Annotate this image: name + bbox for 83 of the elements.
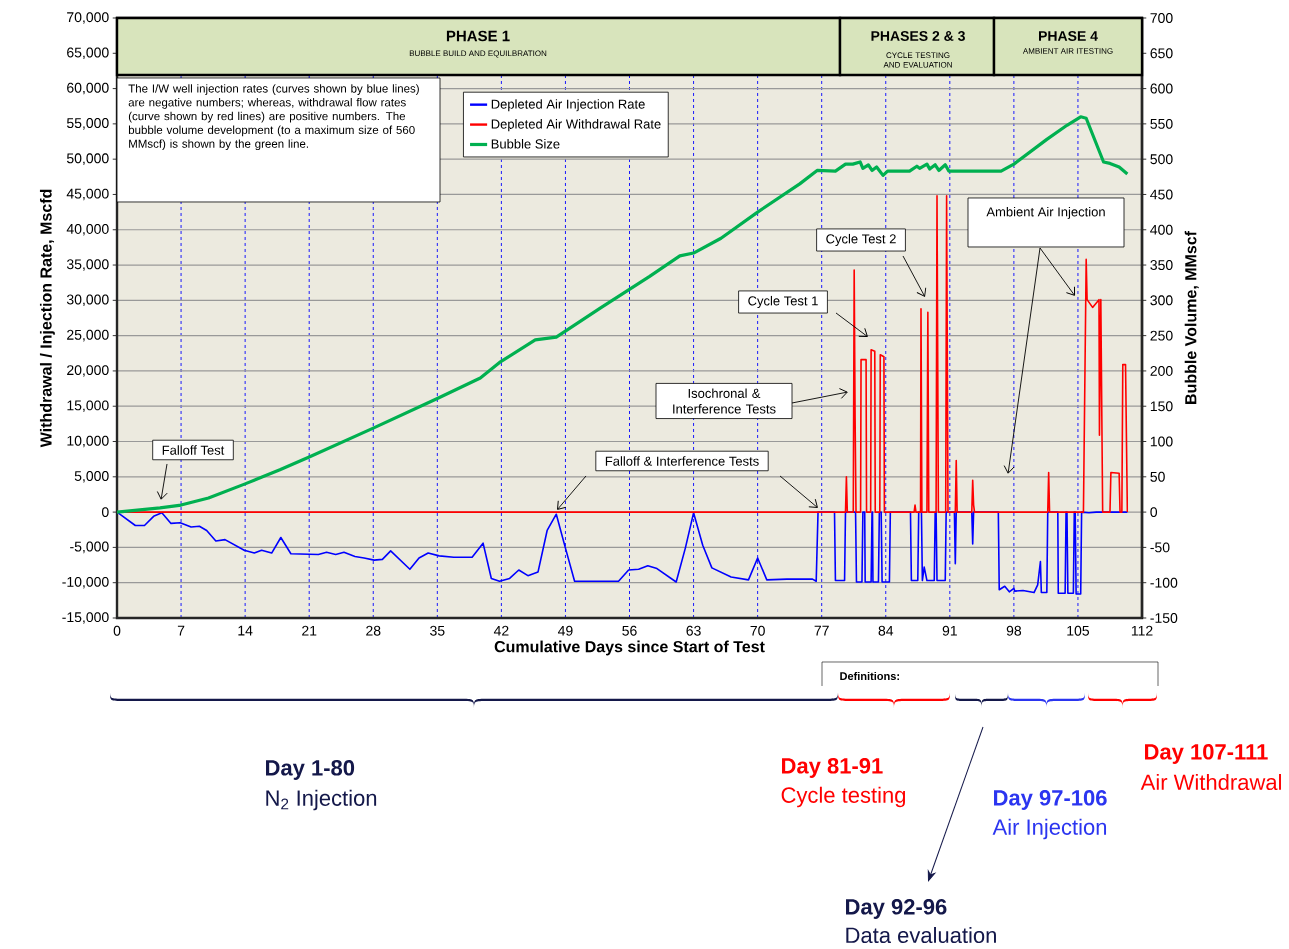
- y2-tick-label: 350: [1150, 260, 1173, 271]
- x-tick-label: 35: [430, 625, 445, 636]
- y-tick-label: 50,000: [66, 153, 109, 165]
- annotation: BUBBLE BUILD AND EQUILBRATION: [409, 50, 547, 58]
- y-tick-label: 70,000: [67, 12, 109, 24]
- text: Data evaluation: [846, 926, 996, 944]
- text: Day 81-91: [782, 758, 883, 778]
- x-tick-label: 28: [366, 625, 381, 636]
- y2-tick-label: 200: [1150, 365, 1173, 376]
- x-tick-label: 56: [622, 625, 637, 636]
- y2-axis-title: Bubble Volume, MMscf: [1184, 230, 1199, 404]
- y2-tick-label: 600: [1150, 83, 1173, 94]
- annotation: PHASE 4: [1039, 31, 1098, 41]
- y-tick-label: 45,000: [66, 188, 109, 201]
- text: Definitions:: [840, 671, 899, 681]
- text: Air Withdrawal: [1140, 773, 1281, 791]
- y-tick-label: 25,000: [67, 329, 109, 342]
- y-tick-label: 15,000: [67, 400, 109, 412]
- text: N$_{2}$ Injection: [266, 789, 377, 811]
- x-tick-label: 0: [113, 625, 121, 636]
- y-tick-label: -10,000: [62, 576, 109, 589]
- y2-tick-label: 250: [1150, 330, 1173, 341]
- y-tick-label: -15,000: [62, 612, 109, 624]
- y2-tick-label: 700: [1150, 13, 1173, 23]
- annotation: Cycle Test 1: [748, 295, 818, 309]
- y-tick-label: 55,000: [66, 118, 109, 130]
- x-tick-label: 112: [1131, 625, 1153, 636]
- x-tick-label: 105: [1067, 625, 1090, 636]
- y2-tick-label: 650: [1150, 48, 1173, 59]
- y-tick-label: 20,000: [67, 365, 109, 377]
- y2-tick-label: -50: [1150, 542, 1170, 553]
- x-tick-label: 21: [302, 625, 317, 636]
- y2-tick-label: 150: [1150, 401, 1173, 412]
- x-tick-label: 98: [1006, 625, 1022, 636]
- annotation: PHASE 1: [446, 30, 510, 42]
- y-tick-label: 65,000: [67, 47, 109, 60]
- x-axis-title: Cumulative Days since Start of Test: [494, 640, 765, 656]
- text: Day 92-96: [846, 899, 947, 919]
- text: Day 1-80: [266, 760, 355, 780]
- x-tick-label: 77: [814, 625, 829, 636]
- y2-tick-label: 500: [1150, 154, 1173, 165]
- x-tick-label: 42: [493, 625, 509, 636]
- y-tick-label: 60,000: [67, 82, 109, 95]
- x-tick-label: 7: [177, 625, 185, 636]
- y2-tick-label: -150: [1150, 613, 1178, 623]
- legend-label: Depleted Air Withdrawal Rate: [491, 119, 661, 132]
- annotation: Falloff & Interference Tests: [605, 456, 759, 466]
- annotation: Isochronal & Interference Tests: [673, 388, 776, 414]
- x-tick-label: 84: [878, 625, 894, 636]
- x-tick-label: 91: [942, 625, 957, 636]
- annotation: Cycle Test 2: [826, 233, 896, 247]
- x-tick-label: 70: [750, 625, 765, 636]
- y-axis-title: Withdrawal / Injection Rate, Mscfd: [39, 189, 55, 448]
- y2-tick-label: 550: [1150, 118, 1173, 129]
- text: Air Injection: [992, 818, 1107, 840]
- y2-tick-label: -100: [1150, 577, 1178, 588]
- y2-tick-label: 100: [1150, 436, 1173, 447]
- x-tick-label: 14: [238, 625, 253, 636]
- y-tick-label: 30,000: [66, 294, 109, 307]
- legend-label: Bubble Size: [491, 139, 560, 149]
- y-tick-label: -5,000: [70, 541, 109, 554]
- y2-tick-label: 400: [1150, 224, 1173, 235]
- legend-label: Depleted Air Injection Rate: [491, 99, 645, 112]
- x-tick-label: 63: [686, 625, 701, 636]
- y-tick-label: 10,000: [67, 435, 109, 448]
- annotation: Falloff Test: [162, 445, 225, 455]
- annotation: Ambient Air Injection: [986, 206, 1105, 220]
- y2-tick-label: 0: [1150, 507, 1158, 518]
- y-tick-label: 35,000: [66, 259, 109, 271]
- annotation: CYCLE TESTING AND EVALUATION: [883, 52, 952, 68]
- y-tick-label: 0: [101, 507, 109, 518]
- annotation: PHASES 2 & 3: [871, 31, 965, 41]
- x-tick-label: 49: [557, 625, 573, 636]
- y2-tick-label: 300: [1150, 295, 1173, 306]
- y-tick-label: 5,000: [74, 471, 109, 483]
- y2-tick-label: 450: [1150, 189, 1173, 200]
- text: Day 107-111: [1145, 744, 1268, 764]
- y-tick-label: 40,000: [66, 223, 109, 236]
- annotation: AMBIENT AIR ITESTING: [1022, 48, 1113, 54]
- text: Day 97-106: [994, 790, 1107, 810]
- text: Cycle testing: [781, 786, 906, 808]
- y2-tick-label: 50: [1150, 471, 1165, 482]
- annotation: The I/W well injection rates (curves shown by blue lines) are negative numbers; whereas, withdrawal flow rates (curve shown by red lines) are positive numbers. The bubble volume development (to a maximum size of 560 MMscf) is shown by the green line.: [128, 84, 419, 151]
